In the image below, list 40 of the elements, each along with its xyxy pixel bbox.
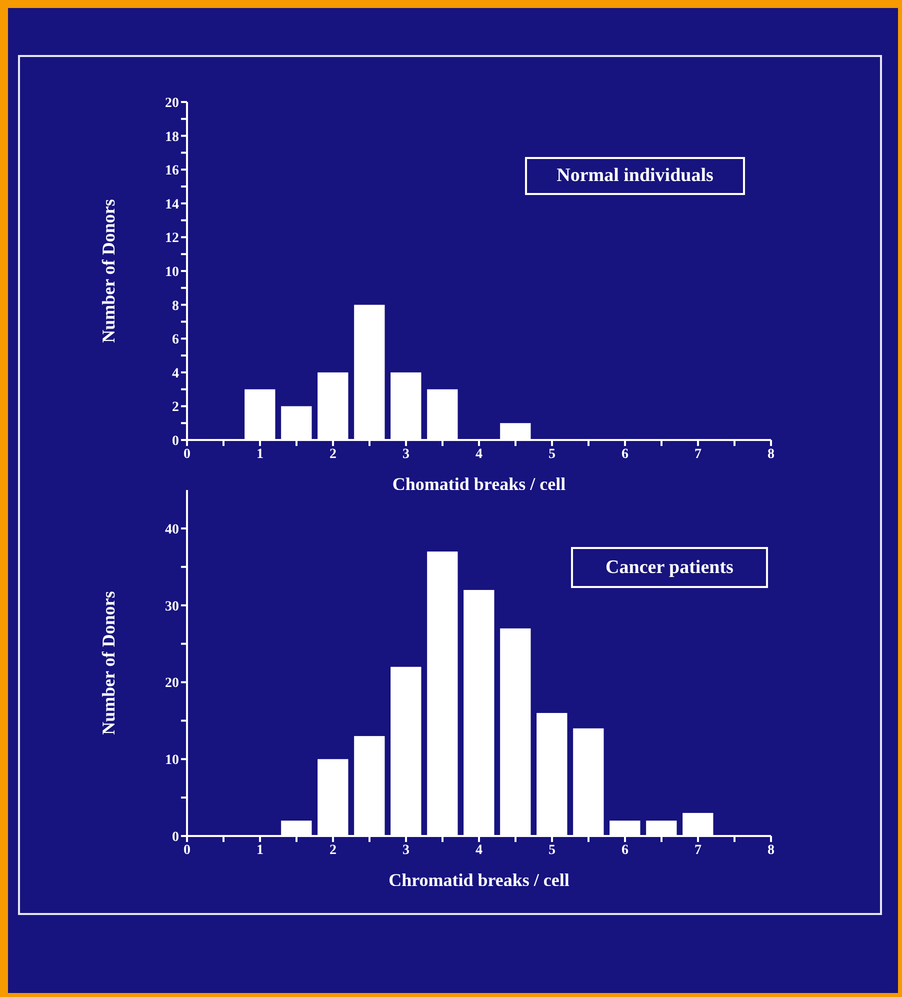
- x-tick-label: 1: [256, 446, 264, 462]
- y-tick-label: 2: [172, 400, 179, 416]
- x-tick-label: 6: [622, 446, 628, 462]
- y-tick-label: 16: [165, 164, 179, 179]
- y-tick-label: 0: [172, 434, 179, 449]
- x-tick-label: 3: [402, 446, 410, 462]
- x-tick-label: 3: [402, 842, 410, 858]
- x-tick-label: 7: [694, 446, 702, 462]
- y-tick-label: 30: [165, 599, 179, 614]
- y-tick-label: 10: [165, 264, 179, 280]
- y-tick-label: 8: [172, 298, 179, 314]
- annotation: Cancer patients: [571, 547, 768, 588]
- x-axis-title: Chromatid breaks / cell: [388, 870, 570, 890]
- x-tick-label: 7: [694, 842, 702, 858]
- x-tick-label: 2: [330, 842, 336, 858]
- annotation: Normal individuals: [525, 157, 745, 195]
- y-tick-label: 6: [172, 332, 179, 348]
- y-axis-title: Number of Donors: [98, 591, 118, 735]
- x-tick-label: 8: [768, 446, 774, 462]
- y-axis-title: Number of Donors: [98, 199, 118, 343]
- x-tick-label: 4: [476, 446, 482, 462]
- y-tick-label: 40: [165, 522, 179, 538]
- y-tick-label: 20: [165, 96, 179, 111]
- x-tick-label: 8: [768, 842, 774, 858]
- y-tick-label: 20: [165, 676, 179, 692]
- x-tick-label: 0: [184, 446, 190, 462]
- x-tick-label: 1: [256, 842, 264, 858]
- x-tick-label: 6: [622, 842, 628, 858]
- x-tick-label: 0: [184, 842, 190, 858]
- y-tick-label: 10: [165, 753, 179, 768]
- x-tick-label: 5: [548, 446, 556, 462]
- y-tick-label: 4: [172, 366, 179, 382]
- y-tick-label: 18: [165, 130, 179, 145]
- y-tick-label: 0: [172, 830, 179, 845]
- x-axis-title: Chomatid breaks / cell: [392, 474, 566, 494]
- y-tick-label: 12: [165, 231, 179, 246]
- x-tick-label: 5: [548, 842, 556, 858]
- x-tick-label: 2: [330, 446, 336, 462]
- y-tick-label: 14: [165, 197, 179, 212]
- x-tick-label: 4: [476, 842, 482, 858]
